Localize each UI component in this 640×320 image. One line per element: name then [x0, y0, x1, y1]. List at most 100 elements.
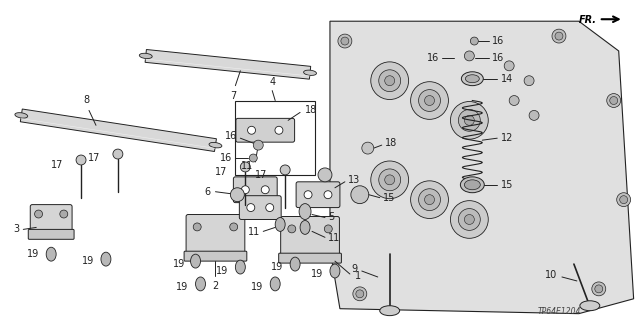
Ellipse shape: [275, 218, 285, 231]
Ellipse shape: [380, 306, 399, 316]
Text: 13: 13: [348, 175, 360, 185]
Text: 15: 15: [501, 180, 513, 190]
Text: 16: 16: [492, 53, 504, 63]
Text: 9: 9: [352, 264, 358, 274]
Ellipse shape: [209, 142, 222, 148]
Ellipse shape: [411, 181, 449, 219]
Circle shape: [280, 165, 290, 175]
Ellipse shape: [290, 257, 300, 271]
Ellipse shape: [465, 116, 474, 125]
Circle shape: [362, 142, 374, 154]
Text: 5: 5: [328, 212, 334, 222]
Ellipse shape: [465, 75, 479, 83]
Ellipse shape: [424, 195, 435, 204]
Circle shape: [470, 37, 478, 45]
Ellipse shape: [101, 252, 111, 266]
Circle shape: [60, 210, 68, 218]
Text: 2: 2: [212, 281, 219, 291]
Circle shape: [275, 126, 283, 134]
Text: 6: 6: [204, 187, 211, 197]
Text: 10: 10: [545, 270, 557, 280]
Text: 19: 19: [311, 269, 323, 279]
Text: 17: 17: [215, 167, 227, 177]
Ellipse shape: [465, 180, 480, 190]
Ellipse shape: [424, 96, 435, 106]
Ellipse shape: [196, 277, 205, 291]
Ellipse shape: [385, 175, 395, 185]
Ellipse shape: [300, 220, 310, 234]
Circle shape: [230, 188, 244, 202]
Circle shape: [524, 76, 534, 86]
Circle shape: [113, 149, 123, 159]
Ellipse shape: [458, 109, 480, 131]
Circle shape: [76, 155, 86, 165]
Circle shape: [253, 140, 263, 150]
Circle shape: [620, 196, 628, 204]
Circle shape: [610, 97, 618, 105]
Circle shape: [324, 191, 332, 199]
Ellipse shape: [411, 82, 449, 119]
Text: 11: 11: [241, 161, 253, 171]
Text: 12: 12: [501, 133, 513, 143]
Circle shape: [509, 96, 519, 106]
Text: 19: 19: [82, 256, 94, 266]
Circle shape: [338, 34, 352, 48]
Circle shape: [248, 126, 255, 134]
Text: 4: 4: [269, 77, 275, 87]
Polygon shape: [145, 50, 310, 79]
Ellipse shape: [458, 209, 480, 230]
Circle shape: [617, 193, 630, 207]
Ellipse shape: [379, 169, 401, 191]
Circle shape: [592, 282, 605, 296]
Text: 18: 18: [385, 138, 397, 148]
Circle shape: [230, 223, 237, 231]
FancyBboxPatch shape: [296, 182, 340, 208]
Circle shape: [288, 225, 296, 233]
Ellipse shape: [580, 301, 600, 311]
Ellipse shape: [419, 90, 440, 111]
Circle shape: [35, 210, 42, 218]
FancyBboxPatch shape: [239, 196, 281, 220]
Ellipse shape: [299, 204, 311, 220]
Ellipse shape: [451, 201, 488, 238]
Circle shape: [353, 287, 367, 301]
FancyBboxPatch shape: [186, 214, 245, 260]
FancyBboxPatch shape: [28, 229, 74, 239]
Ellipse shape: [371, 161, 408, 199]
Ellipse shape: [385, 76, 395, 86]
Ellipse shape: [371, 62, 408, 100]
Circle shape: [241, 186, 250, 194]
Circle shape: [341, 37, 349, 45]
Text: 19: 19: [27, 249, 39, 259]
Ellipse shape: [191, 254, 200, 268]
Text: 17: 17: [88, 153, 100, 163]
Ellipse shape: [15, 113, 28, 118]
Text: 8: 8: [83, 95, 89, 106]
Circle shape: [266, 204, 274, 212]
Circle shape: [595, 285, 603, 293]
Text: 7: 7: [230, 91, 237, 100]
Ellipse shape: [419, 189, 440, 211]
Circle shape: [504, 61, 514, 71]
Circle shape: [529, 110, 539, 120]
FancyBboxPatch shape: [236, 118, 294, 142]
Text: 11: 11: [328, 233, 340, 243]
Circle shape: [607, 93, 621, 108]
Circle shape: [552, 29, 566, 43]
Text: 19: 19: [271, 262, 283, 272]
FancyBboxPatch shape: [234, 177, 277, 203]
Circle shape: [241, 162, 250, 172]
Text: 19: 19: [216, 266, 228, 276]
Text: 16: 16: [492, 36, 504, 46]
Circle shape: [247, 204, 255, 212]
Ellipse shape: [236, 260, 245, 274]
Text: 18: 18: [305, 105, 317, 116]
Circle shape: [250, 154, 257, 162]
Text: 16: 16: [225, 131, 237, 141]
Text: FR.: FR.: [579, 15, 596, 25]
Ellipse shape: [461, 72, 483, 86]
Circle shape: [318, 168, 332, 182]
Ellipse shape: [465, 214, 474, 224]
Ellipse shape: [140, 53, 152, 59]
FancyBboxPatch shape: [281, 217, 339, 262]
